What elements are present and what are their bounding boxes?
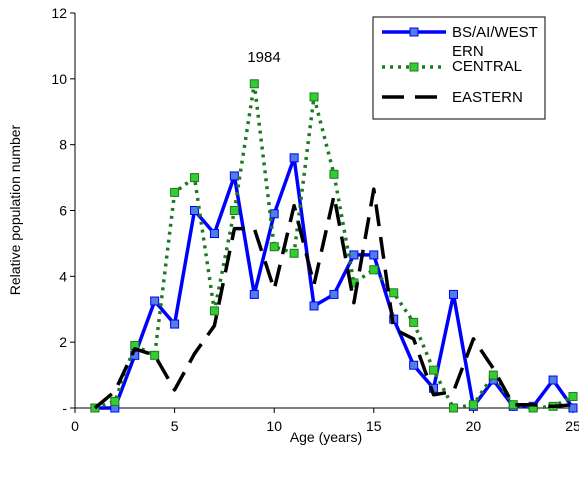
x-tick-label: 10: [266, 418, 282, 434]
y-tick-label: -: [62, 400, 67, 416]
y-tick-label: 8: [59, 137, 67, 153]
y-tick-label: 6: [59, 203, 67, 219]
data-point: [568, 391, 578, 401]
data-point: [448, 403, 458, 413]
data-point: [269, 209, 279, 219]
data-point: [170, 187, 180, 197]
data-point: [488, 370, 498, 380]
y-tick-label: 4: [59, 268, 67, 284]
legend-marker: [409, 27, 419, 37]
x-tick-label: 25: [565, 418, 579, 434]
data-point: [150, 350, 160, 360]
data-point: [249, 79, 259, 89]
data-point: [409, 360, 419, 370]
data-point: [289, 248, 299, 258]
data-point: [349, 250, 359, 260]
series-line: [94, 82, 574, 410]
legend-marker: [409, 62, 419, 72]
data-point: [429, 365, 439, 375]
data-point: [329, 169, 339, 179]
data-point: [209, 229, 219, 239]
y-tick-label: 10: [51, 71, 67, 87]
data-point: [468, 400, 478, 410]
data-point: [369, 265, 379, 275]
data-point: [170, 319, 180, 329]
data-point: [389, 288, 399, 298]
y-axis-title: Relative population number: [7, 124, 23, 295]
data-point: [229, 171, 239, 181]
data-point: [150, 296, 160, 306]
x-tick-label: 0: [71, 418, 79, 434]
series-line: [94, 156, 575, 410]
x-axis-title: Age (years): [290, 429, 362, 445]
axes: - 2 4 6 8 10 12 0 5 10 15 20 25: [51, 5, 579, 434]
data-point: [309, 92, 319, 102]
data-point: [568, 403, 578, 413]
data-point: [269, 242, 279, 252]
y-tick-label: 2: [59, 334, 67, 350]
data-point: [289, 153, 299, 163]
legend-label: ERN: [452, 43, 484, 60]
legend-label: CENTRAL: [452, 58, 522, 75]
series-line: [93, 187, 574, 410]
x-tick-label: 20: [466, 418, 482, 434]
legend-label: EASTERN: [452, 89, 523, 106]
data-point: [110, 396, 120, 406]
data-point: [369, 250, 379, 260]
x-tick-label: 5: [171, 418, 179, 434]
data-point: [309, 301, 319, 311]
y-tick-label: 12: [51, 5, 67, 21]
legend-label: BS/AI/WEST: [452, 24, 538, 41]
data-point: [229, 206, 239, 215]
data-point: [409, 317, 419, 327]
x-tick-label: 15: [366, 418, 382, 434]
data-point: [448, 289, 458, 299]
data-point: [190, 173, 200, 183]
series-layer: [90, 79, 578, 413]
series-eastern: [93, 187, 574, 410]
data-point: [548, 375, 558, 385]
data-point: [209, 306, 219, 316]
data-point: [329, 289, 339, 299]
data-point: [190, 206, 200, 215]
legend-box: [372, 16, 546, 120]
year-annotation: 1984: [247, 49, 280, 66]
data-point: [249, 289, 259, 299]
series-central: [90, 79, 578, 413]
